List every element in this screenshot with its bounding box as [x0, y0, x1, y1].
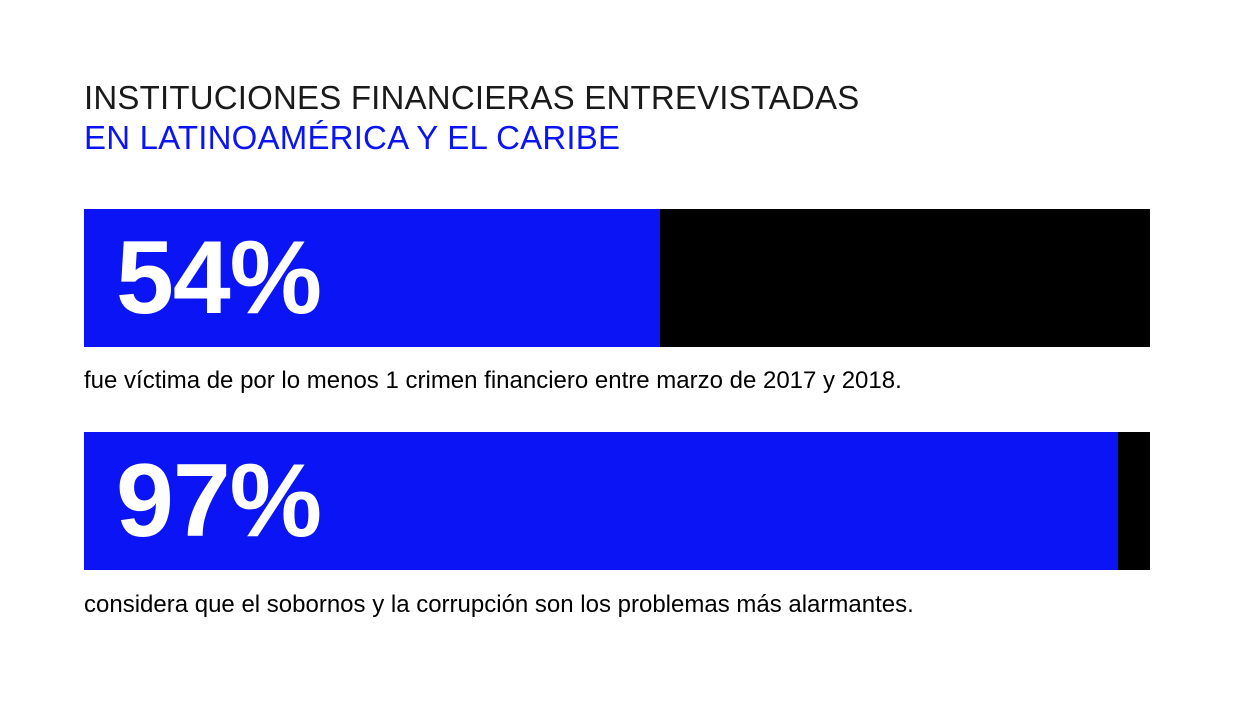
- bar-fill-2: [84, 432, 1119, 570]
- bar-track-1: 54%: [84, 209, 1150, 347]
- bar-caption-2: considera que el sobornos y la corrupció…: [84, 591, 914, 618]
- bar-caption-1: fue víctima de por lo menos 1 crimen fin…: [84, 367, 902, 394]
- chart-title: INSTITUCIONES FINANCIERAS ENTREVISTADAS …: [84, 78, 859, 158]
- bar-value-label-1: 54%: [116, 220, 322, 336]
- bar-track-2: 97%: [84, 432, 1150, 570]
- bar-value-label-2: 97%: [116, 443, 322, 559]
- title-line-2: EN LATINOAMÉRICA Y EL CARIBE: [84, 119, 621, 156]
- title-line-1: INSTITUCIONES FINANCIERAS ENTREVISTADAS: [84, 79, 860, 116]
- bar-fill-1: [84, 209, 660, 347]
